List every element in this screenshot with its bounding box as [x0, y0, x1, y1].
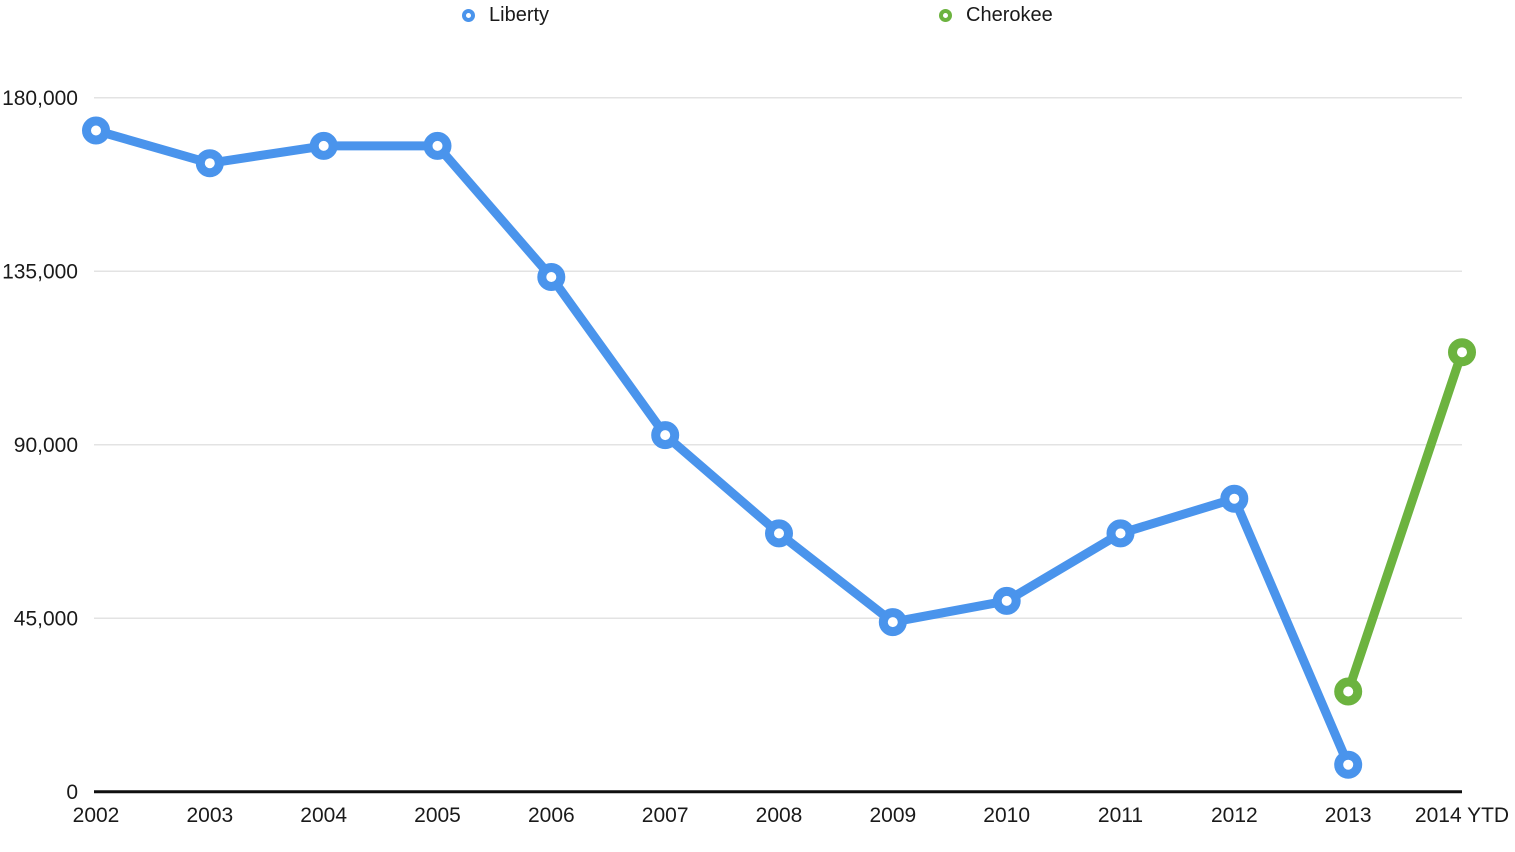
- x-tick-label: 2014 YTD: [1415, 804, 1509, 827]
- liberty-data-point-marker: [1334, 750, 1363, 779]
- cherokee-legend-marker-icon: [939, 8, 952, 22]
- x-tick-label: 2009: [869, 804, 916, 827]
- x-tick-label: 2013: [1325, 804, 1372, 827]
- liberty-data-point-marker: [765, 519, 793, 548]
- liberty-data-point-marker: [309, 131, 338, 160]
- liberty-series-line: [91, 126, 1353, 770]
- cherokee-data-point-marker: [1448, 338, 1476, 367]
- x-tick-label: 2010: [983, 804, 1030, 827]
- x-tick-label: 2012: [1211, 804, 1258, 827]
- legend-item-cherokee: Cherokee: [939, 2, 1053, 28]
- liberty-data-point-marker: [651, 421, 680, 450]
- liberty-data-point-marker: [1106, 519, 1135, 548]
- x-tick-label: 2003: [186, 804, 233, 827]
- y-tick-label: 90,000: [14, 434, 78, 457]
- x-tick-label: 2007: [642, 804, 689, 827]
- y-tick-label: 135,000: [2, 261, 78, 284]
- y-tick-label: 45,000: [14, 608, 78, 631]
- liberty-legend-label: Liberty: [489, 3, 550, 26]
- liberty-data-point-marker: [537, 263, 566, 291]
- liberty-data-point-marker: [423, 131, 452, 160]
- cherokee-legend-label: Cherokee: [966, 3, 1053, 26]
- liberty-data-point-marker: [195, 149, 224, 178]
- cherokee-series-line: [1343, 347, 1467, 696]
- x-tick-label: 2011: [1098, 804, 1143, 827]
- x-tick-label: 2002: [73, 804, 120, 827]
- x-tick-label: 2005: [414, 804, 461, 827]
- x-tick-label: 2008: [756, 804, 803, 827]
- liberty-legend-marker-icon: [462, 8, 475, 22]
- legend-item-liberty: Liberty: [462, 2, 549, 28]
- liberty-data-point-marker: [1220, 484, 1249, 513]
- liberty-data-point-marker: [992, 586, 1021, 615]
- liberty-data-point-marker: [878, 608, 907, 637]
- cherokee-data-point-marker: [1334, 677, 1363, 706]
- x-tick-label: 2006: [528, 804, 575, 827]
- x-tick-label: 2004: [300, 804, 347, 827]
- y-tick-label: 180,000: [2, 87, 78, 110]
- y-tick-label: 0: [66, 781, 78, 804]
- liberty-data-point-marker: [82, 116, 110, 145]
